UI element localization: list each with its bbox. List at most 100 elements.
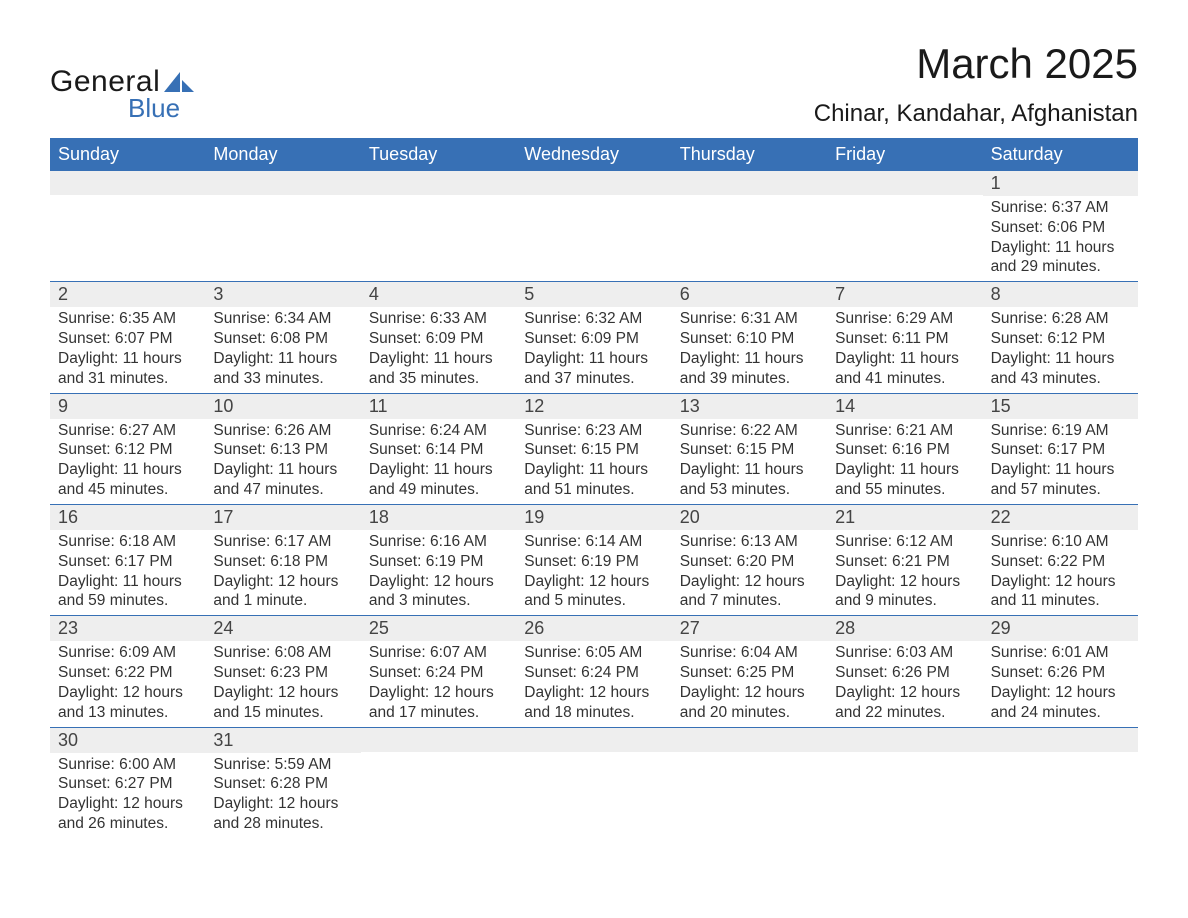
day-body: Sunrise: 6:01 AMSunset: 6:26 PMDaylight:… [983,641,1138,726]
weekday-thursday: Thursday [672,138,827,171]
sunrise-line: Sunrise: 5:59 AM [213,755,352,775]
day-number: 5 [516,282,671,307]
daylight-line: Daylight: 11 hours and 59 minutes. [58,572,197,612]
sunset-line: Sunset: 6:16 PM [835,440,974,460]
sunset-line: Sunset: 6:14 PM [369,440,508,460]
day-number: 29 [983,616,1138,641]
day-body [361,752,516,758]
day-body [205,195,360,201]
day-cell-13: 13Sunrise: 6:22 AMSunset: 6:15 PMDayligh… [672,394,827,504]
sunrise-line: Sunrise: 6:22 AM [680,421,819,441]
week-row: 30Sunrise: 6:00 AMSunset: 6:27 PMDayligh… [50,727,1138,838]
sunrise-line: Sunrise: 6:32 AM [524,309,663,329]
day-body: Sunrise: 6:12 AMSunset: 6:21 PMDaylight:… [827,530,982,615]
sunset-line: Sunset: 6:21 PM [835,552,974,572]
sunrise-line: Sunrise: 6:31 AM [680,309,819,329]
day-number [672,171,827,195]
sunset-line: Sunset: 6:13 PM [213,440,352,460]
sunrise-line: Sunrise: 6:10 AM [991,532,1130,552]
day-number: 2 [50,282,205,307]
daylight-line: Daylight: 11 hours and 31 minutes. [58,349,197,389]
day-cell-1: 1Sunrise: 6:37 AMSunset: 6:06 PMDaylight… [983,171,1138,281]
sunset-line: Sunset: 6:07 PM [58,329,197,349]
day-cell-28: 28Sunrise: 6:03 AMSunset: 6:26 PMDayligh… [827,616,982,726]
daylight-line: Daylight: 12 hours and 24 minutes. [991,683,1130,723]
day-body: Sunrise: 6:10 AMSunset: 6:22 PMDaylight:… [983,530,1138,615]
day-cell-empty [516,728,671,838]
day-cell-12: 12Sunrise: 6:23 AMSunset: 6:15 PMDayligh… [516,394,671,504]
day-cell-24: 24Sunrise: 6:08 AMSunset: 6:23 PMDayligh… [205,616,360,726]
day-body: Sunrise: 6:13 AMSunset: 6:20 PMDaylight:… [672,530,827,615]
daylight-line: Daylight: 11 hours and 35 minutes. [369,349,508,389]
day-cell-23: 23Sunrise: 6:09 AMSunset: 6:22 PMDayligh… [50,616,205,726]
location-subtitle: Chinar, Kandahar, Afghanistan [814,100,1138,128]
day-body [672,752,827,758]
day-body [827,752,982,758]
day-body: Sunrise: 6:34 AMSunset: 6:08 PMDaylight:… [205,307,360,392]
day-number: 7 [827,282,982,307]
sunset-line: Sunset: 6:27 PM [58,774,197,794]
daylight-line: Daylight: 11 hours and 57 minutes. [991,460,1130,500]
sunrise-line: Sunrise: 6:08 AM [213,643,352,663]
day-body: Sunrise: 6:18 AMSunset: 6:17 PMDaylight:… [50,530,205,615]
sunrise-line: Sunrise: 6:37 AM [991,198,1130,218]
day-cell-17: 17Sunrise: 6:17 AMSunset: 6:18 PMDayligh… [205,505,360,615]
daylight-line: Daylight: 11 hours and 45 minutes. [58,460,197,500]
day-number: 11 [361,394,516,419]
sunset-line: Sunset: 6:15 PM [524,440,663,460]
day-cell-22: 22Sunrise: 6:10 AMSunset: 6:22 PMDayligh… [983,505,1138,615]
week-row: 9Sunrise: 6:27 AMSunset: 6:12 PMDaylight… [50,393,1138,504]
sunset-line: Sunset: 6:24 PM [524,663,663,683]
sunrise-line: Sunrise: 6:26 AM [213,421,352,441]
sunset-line: Sunset: 6:17 PM [991,440,1130,460]
day-cell-19: 19Sunrise: 6:14 AMSunset: 6:19 PMDayligh… [516,505,671,615]
sunrise-line: Sunrise: 6:05 AM [524,643,663,663]
sunrise-line: Sunrise: 6:33 AM [369,309,508,329]
day-number [361,728,516,752]
day-cell-25: 25Sunrise: 6:07 AMSunset: 6:24 PMDayligh… [361,616,516,726]
day-cell-21: 21Sunrise: 6:12 AMSunset: 6:21 PMDayligh… [827,505,982,615]
day-cell-26: 26Sunrise: 6:05 AMSunset: 6:24 PMDayligh… [516,616,671,726]
day-number: 14 [827,394,982,419]
daylight-line: Daylight: 11 hours and 37 minutes. [524,349,663,389]
day-cell-empty [516,171,671,281]
weeks-container: 1Sunrise: 6:37 AMSunset: 6:06 PMDaylight… [50,171,1138,838]
sunrise-line: Sunrise: 6:19 AM [991,421,1130,441]
day-cell-16: 16Sunrise: 6:18 AMSunset: 6:17 PMDayligh… [50,505,205,615]
sunrise-line: Sunrise: 6:24 AM [369,421,508,441]
daylight-line: Daylight: 12 hours and 20 minutes. [680,683,819,723]
day-number: 28 [827,616,982,641]
daylight-line: Daylight: 12 hours and 17 minutes. [369,683,508,723]
day-body [827,195,982,201]
brand-word-2: Blue [128,93,180,124]
day-body: Sunrise: 6:17 AMSunset: 6:18 PMDaylight:… [205,530,360,615]
day-cell-empty [827,728,982,838]
day-cell-29: 29Sunrise: 6:01 AMSunset: 6:26 PMDayligh… [983,616,1138,726]
daylight-line: Daylight: 11 hours and 49 minutes. [369,460,508,500]
day-cell-6: 6Sunrise: 6:31 AMSunset: 6:10 PMDaylight… [672,282,827,392]
sunset-line: Sunset: 6:12 PM [991,329,1130,349]
day-cell-18: 18Sunrise: 6:16 AMSunset: 6:19 PMDayligh… [361,505,516,615]
daylight-line: Daylight: 11 hours and 39 minutes. [680,349,819,389]
day-body [672,195,827,201]
sunrise-line: Sunrise: 6:17 AM [213,532,352,552]
day-number: 10 [205,394,360,419]
day-cell-7: 7Sunrise: 6:29 AMSunset: 6:11 PMDaylight… [827,282,982,392]
day-cell-9: 9Sunrise: 6:27 AMSunset: 6:12 PMDaylight… [50,394,205,504]
week-row: 23Sunrise: 6:09 AMSunset: 6:22 PMDayligh… [50,615,1138,726]
day-number: 18 [361,505,516,530]
day-body: Sunrise: 6:26 AMSunset: 6:13 PMDaylight:… [205,419,360,504]
day-number: 15 [983,394,1138,419]
sunset-line: Sunset: 6:15 PM [680,440,819,460]
weekday-sunday: Sunday [50,138,205,171]
sunrise-line: Sunrise: 6:29 AM [835,309,974,329]
day-number: 31 [205,728,360,753]
sunrise-line: Sunrise: 6:35 AM [58,309,197,329]
day-cell-20: 20Sunrise: 6:13 AMSunset: 6:20 PMDayligh… [672,505,827,615]
day-body: Sunrise: 6:03 AMSunset: 6:26 PMDaylight:… [827,641,982,726]
day-number: 12 [516,394,671,419]
day-cell-empty [827,171,982,281]
calendar-table: SundayMondayTuesdayWednesdayThursdayFrid… [50,138,1138,838]
daylight-line: Daylight: 12 hours and 3 minutes. [369,572,508,612]
daylight-line: Daylight: 11 hours and 41 minutes. [835,349,974,389]
